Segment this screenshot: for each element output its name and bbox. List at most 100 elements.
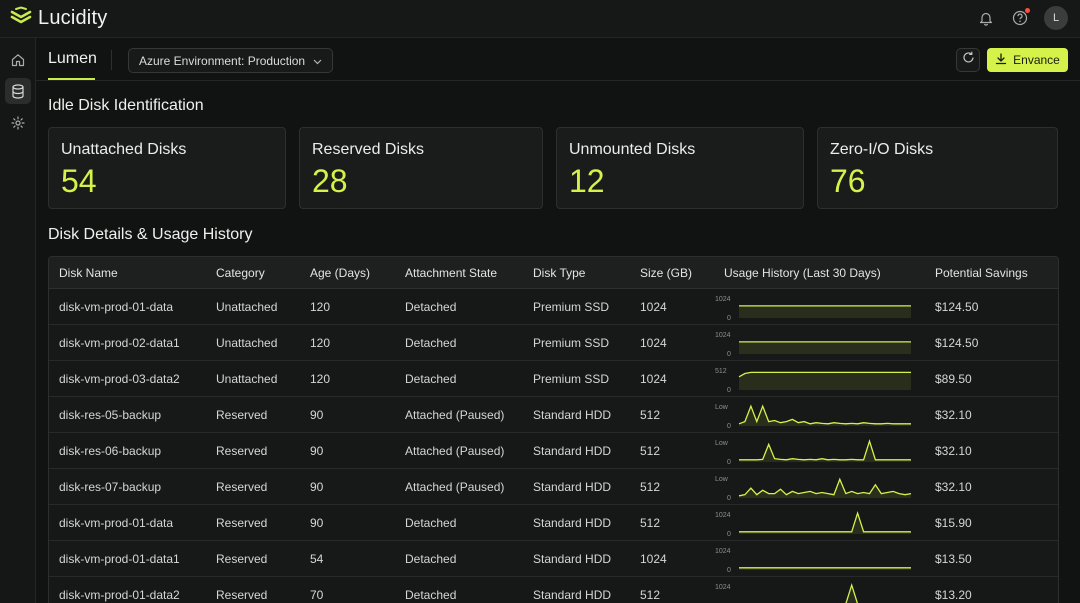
cell-category: Reserved	[216, 408, 268, 422]
cell-type: Standard HDD	[533, 552, 612, 566]
download-icon	[995, 52, 1007, 68]
sparkline-min-label: 0	[727, 351, 731, 358]
cell-savings: $89.50	[935, 372, 972, 386]
column-header[interactable]: Attachment State	[405, 266, 498, 280]
sparkline-max-label: 1024	[715, 296, 731, 303]
table-row[interactable]: disk-vm-prod-01-data1 Reserved 54 Detached S…	[49, 541, 1058, 577]
cell-savings: $15.90	[935, 516, 972, 530]
usage-sparkline: 1024 0	[715, 332, 911, 358]
sparkline-max-label: 1024	[715, 332, 731, 339]
table-row[interactable]: disk-vm-prod-02-data1 Unattached 120 Detach…	[49, 325, 1058, 361]
table-row[interactable]: disk-vm-prod-01-data2 Reserved 70 Detached S…	[49, 577, 1058, 603]
logo-icon	[10, 6, 32, 31]
sparkline-min-label: 0	[727, 423, 731, 430]
cell-category: Unattached	[216, 300, 278, 314]
cell-savings: $32.10	[935, 408, 972, 422]
sparkline-max-label: Low	[715, 476, 729, 483]
sub-header: Lumen Azure Environment: Production Enva…	[36, 38, 1080, 81]
table-row[interactable]: disk-res-06-backup Reserved 90 Attached (Pa…	[49, 433, 1058, 469]
cell-name: disk-vm-prod-01-data	[59, 300, 174, 314]
home-icon[interactable]	[5, 47, 31, 73]
table-row[interactable]: disk-res-05-backup Reserved 90 Attached (Pa…	[49, 397, 1058, 433]
cell-size: 1024	[640, 300, 667, 314]
stat-card-value: 28	[312, 163, 348, 199]
cell-name: disk-vm-prod-01-data2	[59, 588, 180, 602]
database-icon[interactable]	[5, 78, 31, 104]
sparkline-max-label: 512	[715, 368, 727, 375]
stat-card-value: 12	[569, 163, 605, 199]
stat-card-zero-io[interactable]: Zero-I/O Disks 76	[817, 127, 1058, 209]
refresh-icon	[962, 51, 975, 69]
sparkline-line	[845, 582, 859, 603]
cell-type: Standard HDD	[533, 444, 612, 458]
stat-card-label: Zero-I/O Disks	[830, 141, 934, 158]
cell-name: disk-res-06-backup	[59, 444, 162, 458]
cell-type: Standard HDD	[533, 480, 612, 494]
sparkline-min-label: 0	[727, 387, 731, 394]
column-header[interactable]: Usage History (Last 30 Days)	[724, 266, 881, 280]
cell-name: disk-vm-prod-03-data2	[59, 372, 180, 386]
cell-type: Standard HDD	[533, 588, 612, 602]
cell-state: Detached	[405, 552, 457, 566]
refresh-button[interactable]	[956, 48, 980, 72]
cell-name: disk-vm-prod-01-data	[59, 516, 174, 530]
brand[interactable]: Lucidity	[10, 6, 107, 31]
sparkline-line	[738, 404, 911, 425]
cell-savings: $32.10	[935, 480, 972, 494]
cell-size: 1024	[640, 372, 667, 386]
sparkline-area	[739, 513, 911, 534]
sparkline-line	[738, 371, 911, 378]
cell-type: Standard HDD	[533, 408, 612, 422]
cell-savings: $124.50	[935, 336, 979, 350]
stat-card-unattached[interactable]: Unattached Disks 54	[48, 127, 286, 209]
bell-icon[interactable]	[976, 8, 996, 28]
sparkline-max-label: Low	[715, 440, 729, 447]
idle-section-title: Idle Disk Identification	[48, 97, 204, 114]
table-row[interactable]: disk-vm-prod-01-data Reserved 90 Detached St…	[49, 505, 1058, 541]
cell-state: Detached	[405, 372, 457, 386]
column-header[interactable]: Size (GB)	[640, 266, 693, 280]
cell-age: 90	[310, 516, 324, 530]
column-header[interactable]: Potential Savings	[935, 266, 1028, 280]
gear-icon[interactable]	[5, 110, 31, 136]
cell-state: Detached	[405, 300, 457, 314]
usage-sparkline: 1024 0	[715, 296, 911, 322]
cell-size: 512	[640, 408, 661, 422]
stat-card-value: 54	[61, 163, 97, 199]
tab-lumen[interactable]: Lumen	[48, 50, 97, 67]
sparkline-min-label: 0	[727, 315, 731, 322]
sparkline-max-label: Low	[715, 404, 729, 411]
column-header[interactable]: Disk Type	[533, 266, 586, 280]
stat-card-reserved[interactable]: Reserved Disks 28	[299, 127, 543, 209]
usage-sparkline: Low 0	[715, 438, 911, 466]
envance-button[interactable]: Envance	[987, 48, 1068, 72]
cell-age: 120	[310, 372, 331, 386]
cell-savings: $13.20	[935, 588, 972, 602]
column-header[interactable]: Disk Name	[59, 266, 118, 280]
cell-size: 512	[640, 444, 661, 458]
cell-category: Reserved	[216, 588, 268, 602]
disk-table: Disk Name Category Age (Days) Attachment…	[48, 256, 1059, 603]
column-header[interactable]: Age (Days)	[310, 266, 371, 280]
cell-age: 120	[310, 336, 331, 350]
cell-size: 512	[640, 516, 661, 530]
help-icon[interactable]	[1010, 8, 1030, 28]
column-header[interactable]: Category	[216, 266, 265, 280]
table-row[interactable]: disk-vm-prod-03-data2 Unattached 120 Detach…	[49, 361, 1058, 397]
sparkline-min-label: 0	[727, 531, 731, 538]
sparkline-max-label: 1024	[715, 548, 731, 555]
cell-savings: $32.10	[935, 444, 972, 458]
cell-age: 70	[310, 588, 324, 602]
table-row[interactable]: disk-vm-prod-01-data Unattached 120 Detache…	[49, 289, 1058, 325]
cell-name: disk-vm-prod-02-data1	[59, 336, 180, 350]
cell-type: Standard HDD	[533, 516, 612, 530]
cell-category: Reserved	[216, 516, 268, 530]
table-row[interactable]: disk-res-07-backup Reserved 90 Attached (Pa…	[49, 469, 1058, 505]
cell-state: Detached	[405, 588, 457, 602]
environment-select[interactable]: Azure Environment: Production	[128, 48, 334, 73]
side-rail	[0, 38, 36, 603]
avatar[interactable]: L	[1044, 6, 1068, 30]
stat-card-unmounted[interactable]: Unmounted Disks 12	[556, 127, 804, 209]
usage-sparkline: Low 0	[715, 404, 911, 430]
usage-sparkline: 1024 0	[715, 510, 911, 538]
